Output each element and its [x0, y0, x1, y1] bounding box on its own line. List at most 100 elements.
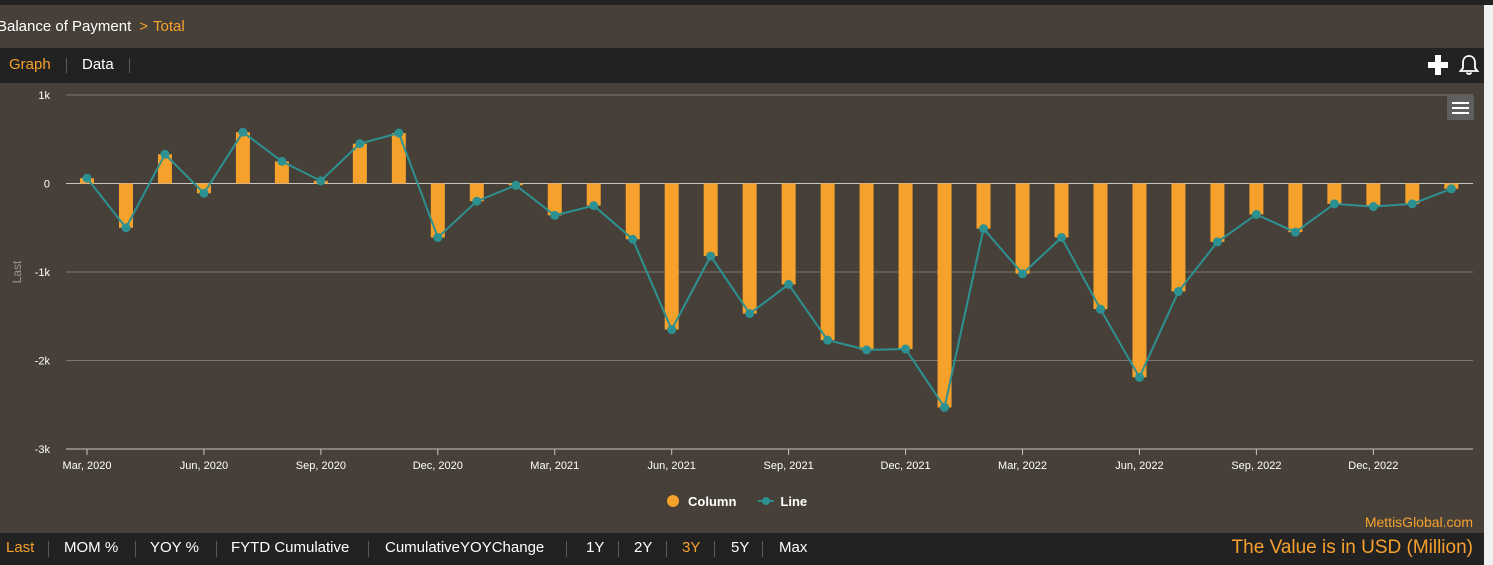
bar-aug-2022	[1210, 183, 1225, 242]
line-point-nov-2022	[1329, 199, 1339, 209]
line-point-may-2022	[1095, 304, 1105, 314]
breadcrumb-separator: >	[139, 18, 149, 35]
legend-item-line[interactable]: Line	[758, 494, 807, 509]
page-scrollbar[interactable]	[1484, 5, 1493, 565]
bell-icon[interactable]	[1458, 54, 1480, 76]
view-tab-bar: Graph Data	[0, 48, 1484, 83]
x-tick-label: Jun, 2022	[1115, 460, 1163, 472]
bar-nov-2022	[1327, 183, 1342, 204]
legend-line-label: Line	[780, 493, 808, 509]
hamburger-menu-icon[interactable]	[1447, 96, 1474, 120]
x-tick-label: Jun, 2021	[648, 460, 696, 472]
x-tick-label: Dec, 2020	[413, 460, 463, 472]
tab-graph[interactable]: Graph	[9, 56, 51, 73]
legend-column-swatch	[667, 495, 679, 507]
line-point-oct-2021	[823, 335, 833, 345]
line-point-mar-2020	[82, 173, 92, 183]
line-point-mar-2022	[1018, 269, 1028, 279]
unit-note: The Value is in USD (Million)	[1231, 537, 1473, 558]
bar-jan-2023	[1405, 183, 1420, 204]
source-credit[interactable]: MettisGlobal.com	[1364, 514, 1473, 530]
toolbar-divider	[368, 541, 369, 557]
range-toolbar: The Value is in USD (Million) Last MOM % Y…	[0, 533, 1484, 565]
top-strip	[0, 0, 1493, 5]
bar-may-2022	[1093, 183, 1108, 310]
bar-jul-2022	[1171, 183, 1186, 292]
line-point-aug-2022	[1212, 237, 1222, 247]
bar-oct-2020	[352, 143, 367, 184]
plus-icon[interactable]	[1427, 54, 1449, 76]
tab-divider	[66, 58, 67, 73]
bar-dec-2020	[430, 183, 445, 238]
range-option-3y[interactable]: 3Y	[682, 539, 701, 556]
line-point-jul-2022	[1173, 286, 1183, 296]
line-point-aug-2021	[745, 309, 755, 319]
line-point-jun-2020	[199, 188, 209, 198]
line-point-sep-2021	[784, 279, 794, 289]
breadcrumb-root[interactable]: Balance of Payment	[0, 18, 132, 35]
series-line	[86, 130, 1452, 410]
range-option-2y[interactable]: 2Y	[634, 539, 653, 556]
line-point-jul-2021	[706, 251, 716, 261]
bar-apr-2020	[118, 183, 133, 228]
x-tick-label: Mar, 2021	[530, 460, 579, 472]
range-option-last[interactable]: Last	[6, 539, 35, 556]
x-tick-label: Mar, 2020	[63, 460, 112, 472]
toolbar-divider	[135, 541, 136, 557]
legend-line-swatch	[758, 497, 775, 505]
toolbar-divider	[566, 541, 567, 557]
legend-item-column[interactable]: Column	[667, 494, 736, 509]
bar-jan-2022	[937, 183, 952, 408]
bar-jun-2021	[664, 183, 679, 330]
x-tick-label: Dec, 2022	[1348, 460, 1398, 472]
line-point-feb-2023	[1446, 184, 1456, 194]
bar-feb-2022	[976, 183, 991, 229]
toolbar-divider	[216, 541, 217, 557]
range-option-1y[interactable]: 1Y	[586, 539, 605, 556]
line-point-dec-2021	[901, 344, 911, 354]
x-tick-label: Dec, 2021	[881, 460, 931, 472]
toolbar-divider	[762, 541, 763, 557]
range-option-mom[interactable]: MOM %	[64, 539, 119, 556]
bar-jun-2020	[196, 183, 211, 194]
line-point-jan-2023	[1407, 199, 1417, 209]
y-axis-title: Last	[10, 260, 24, 283]
line-point-oct-2022	[1290, 227, 1300, 237]
line-point-feb-2021	[511, 180, 521, 190]
balance-of-payment-chart: 1k 0 -1k -2k -3k Last Mar, 2020 Jun, 2020 Sep, 2…	[10, 90, 1473, 472]
tab-data[interactable]: Data	[82, 56, 114, 73]
range-option-cumulativeyoychange[interactable]: CumulativeYOYChange	[385, 539, 545, 556]
x-tick-label: Sep, 2020	[296, 460, 346, 472]
bar-oct-2021	[820, 183, 835, 341]
bar-jun-2022	[1132, 183, 1147, 378]
toolbar-divider	[618, 541, 619, 557]
line-point-mar-2021	[550, 210, 560, 220]
range-option-max[interactable]: Max	[779, 539, 808, 556]
line-point-jan-2021	[472, 196, 482, 206]
range-option-5y[interactable]: 5Y	[731, 539, 750, 556]
bar-nov-2020	[391, 133, 406, 184]
range-option-yoy[interactable]: YOY %	[150, 539, 199, 556]
bar-apr-2022	[1054, 183, 1069, 238]
y-tick-label: -3k	[35, 444, 51, 456]
x-tick-label: Sep, 2022	[1231, 460, 1281, 472]
bar-aug-2020	[274, 161, 289, 184]
line-point-may-2021	[628, 234, 638, 244]
line-point-may-2020	[160, 149, 170, 159]
line-point-aug-2020	[277, 156, 287, 166]
y-tick-label: 1k	[38, 90, 50, 102]
line-point-apr-2022	[1057, 232, 1066, 242]
bar-sep-2022	[1249, 183, 1264, 215]
bar-sep-2021	[781, 183, 796, 285]
bar-dec-2021	[898, 183, 913, 349]
range-option-fytd-cumulative[interactable]: FYTD Cumulative	[231, 539, 350, 556]
line-point-dec-2022	[1368, 202, 1378, 212]
line-point-jul-2020	[238, 127, 248, 137]
x-tick-label: Mar, 2022	[998, 460, 1047, 472]
line-point-jan-2022	[940, 402, 950, 412]
toolbar-divider	[666, 541, 667, 557]
line-point-dec-2020	[433, 232, 443, 242]
line-point-apr-2020	[121, 223, 131, 233]
legend-column-label: Column	[688, 493, 737, 509]
tab-divider	[129, 58, 130, 73]
